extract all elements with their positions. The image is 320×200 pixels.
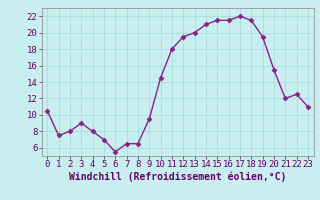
X-axis label: Windchill (Refroidissement éolien,°C): Windchill (Refroidissement éolien,°C) [69,172,286,182]
